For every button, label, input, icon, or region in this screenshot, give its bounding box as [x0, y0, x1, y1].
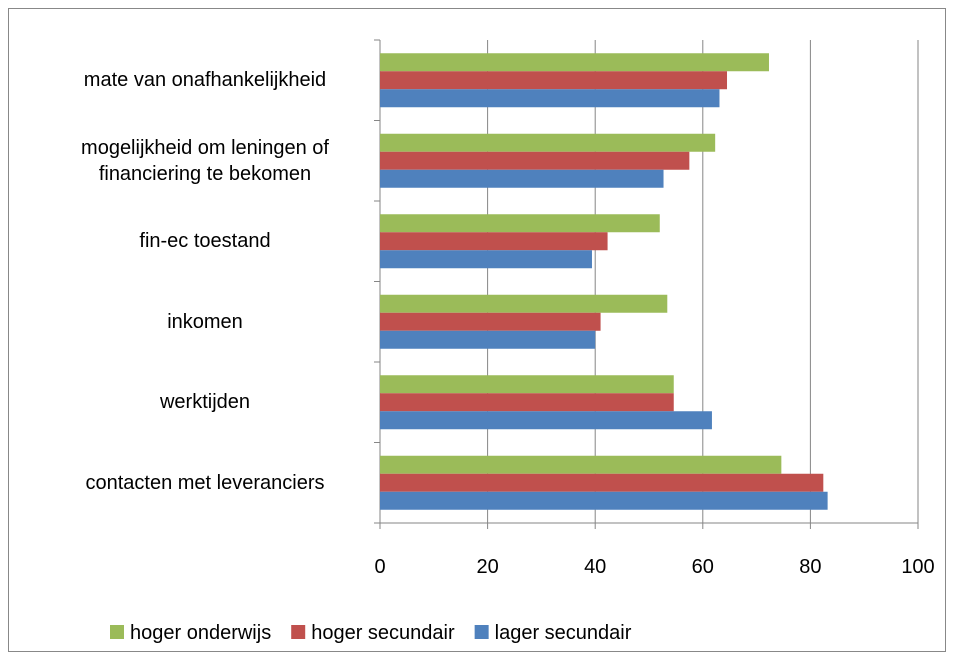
legend-swatch	[291, 625, 306, 639]
bar	[380, 71, 728, 90]
legend-swatch	[474, 625, 489, 639]
bar	[380, 214, 660, 233]
bar	[380, 250, 592, 269]
x-tick-label: 0	[374, 556, 385, 578]
legend-label: hoger onderwijs	[130, 622, 271, 644]
x-tick-label: 80	[799, 556, 821, 578]
legend-label: lager secundair	[495, 622, 632, 644]
bar	[380, 375, 674, 394]
bar	[380, 232, 608, 251]
y-tick-label: inkomen	[167, 310, 243, 333]
x-tick-label: 100	[901, 556, 934, 578]
bar	[380, 89, 720, 108]
x-tick-label: 40	[584, 556, 606, 578]
bar	[380, 330, 596, 349]
y-tick-label: fin-ec toestand	[139, 230, 271, 253]
bar	[380, 53, 769, 72]
bar	[380, 169, 664, 188]
bar	[380, 312, 601, 331]
x-tick-label: 60	[692, 556, 714, 578]
bar	[380, 491, 828, 510]
bar	[380, 411, 712, 430]
legend-label: hoger secundair	[311, 622, 455, 644]
bar	[380, 151, 690, 170]
x-tick-label: 20	[476, 556, 498, 578]
y-tick-label: werktijden	[159, 391, 251, 414]
y-tick-label: mogelijkheid om leningen of financiering…	[81, 136, 329, 185]
y-tick-label: contacten met leveranciers	[85, 471, 325, 494]
bar	[380, 473, 824, 492]
bar	[380, 393, 674, 412]
legend-swatch	[110, 625, 124, 639]
bar	[380, 455, 782, 474]
bar	[380, 294, 668, 313]
y-tick-label: mate van onafhankelijkheid	[83, 69, 327, 92]
bar	[380, 133, 716, 152]
